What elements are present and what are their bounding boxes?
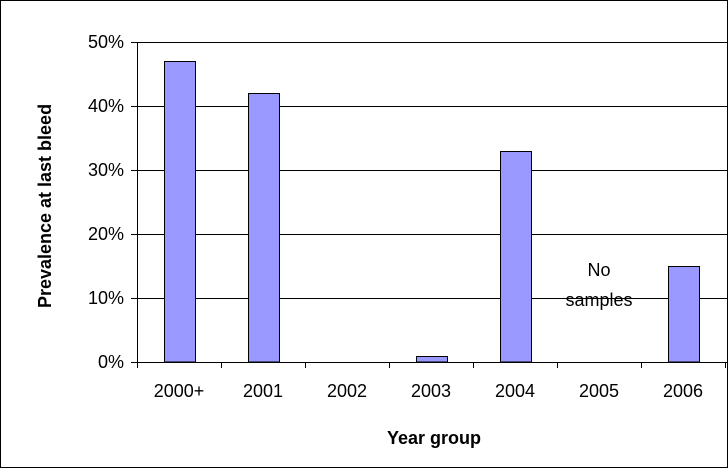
- y-tick-label: 40%: [88, 96, 124, 116]
- y-tick-label: 0%: [98, 352, 124, 372]
- x-tick-label: 2000+: [154, 381, 205, 401]
- x-tick-label: 2001: [243, 381, 283, 401]
- x-tick-labels: 2000+ 2001 2002 2003 2004 2005 2006: [154, 381, 703, 401]
- x-axis-title: Year group: [387, 428, 481, 448]
- bar-2004: [500, 151, 532, 363]
- annotation-line: samples: [565, 290, 632, 310]
- x-tick-label: 2002: [327, 381, 367, 401]
- annotation-text: No samples: [565, 260, 632, 310]
- y-tick-label: 50%: [88, 32, 124, 52]
- y-tick-label: 10%: [88, 288, 124, 308]
- y-tick-label: 20%: [88, 224, 124, 244]
- annotation-line: No: [587, 260, 610, 280]
- bars: [164, 61, 700, 363]
- y-axis-title: Prevalence at last bleed: [35, 104, 55, 308]
- bar-2006: [668, 266, 700, 363]
- y-tick-label: 30%: [88, 160, 124, 180]
- annotations: No samples: [565, 260, 632, 310]
- bar-2003: [416, 356, 448, 363]
- bar-2000+: [164, 61, 196, 363]
- gridlines: [137, 42, 728, 299]
- x-tick-label: 2003: [411, 381, 451, 401]
- x-tick-label: 2006: [663, 381, 703, 401]
- axes: [131, 42, 728, 368]
- bar-2001: [248, 93, 280, 363]
- x-tick-label: 2004: [495, 381, 535, 401]
- y-tick-labels: 0% 10% 20% 30% 40% 50%: [88, 32, 124, 372]
- x-tick-label: 2005: [579, 381, 619, 401]
